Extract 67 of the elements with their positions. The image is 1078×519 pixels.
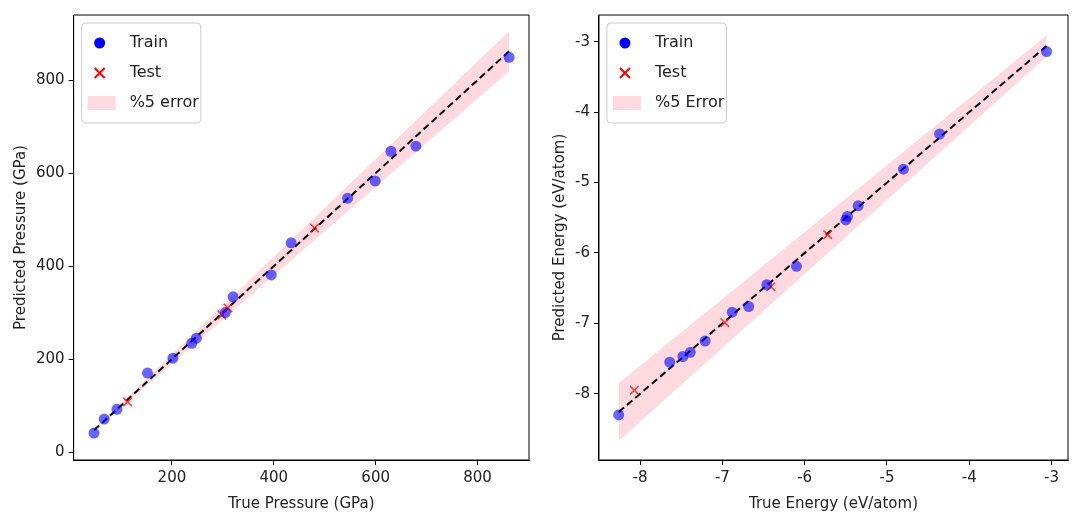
legend-label: Test bbox=[128, 62, 162, 82]
point bbox=[385, 145, 397, 157]
point bbox=[761, 279, 773, 291]
point bbox=[684, 346, 696, 358]
y-tick-label: -7 bbox=[574, 313, 590, 332]
x-tick-label: -6 bbox=[797, 467, 813, 486]
y-tick-label: -8 bbox=[574, 383, 590, 402]
y-tick-label: 400 bbox=[35, 255, 65, 274]
y-axis-title: Predicted Pressure (GPa) bbox=[10, 145, 29, 330]
x-tick-label: 200 bbox=[157, 467, 187, 486]
legend-label: %5 error bbox=[129, 92, 200, 112]
x-tick-label: -7 bbox=[714, 467, 730, 486]
y-tick-label: 600 bbox=[35, 162, 65, 181]
y-tick-label: -5 bbox=[574, 172, 590, 191]
point bbox=[222, 302, 234, 313]
point bbox=[167, 352, 179, 364]
point bbox=[897, 163, 909, 175]
point bbox=[265, 269, 277, 281]
point bbox=[122, 396, 133, 407]
x-tick-label: -3 bbox=[1044, 467, 1060, 486]
point bbox=[141, 367, 153, 379]
y-tick-label: -3 bbox=[574, 31, 590, 50]
point bbox=[719, 317, 730, 328]
point bbox=[410, 140, 422, 152]
legend-label: Train bbox=[653, 32, 694, 52]
point bbox=[822, 229, 833, 240]
x-tick-label: -4 bbox=[961, 467, 977, 486]
point bbox=[852, 200, 864, 212]
point bbox=[841, 210, 853, 222]
point bbox=[369, 175, 381, 187]
point bbox=[743, 301, 755, 312]
y-tick-label: 0 bbox=[55, 441, 65, 460]
point bbox=[613, 409, 625, 421]
x-tick-label: -8 bbox=[632, 467, 648, 486]
y-tick-label: -6 bbox=[574, 242, 590, 261]
point bbox=[98, 413, 110, 425]
x-axis-title: True Energy (eV/atom) bbox=[747, 493, 918, 512]
y-tick-label: 800 bbox=[35, 69, 65, 88]
point bbox=[285, 237, 297, 249]
x-tick-label: 800 bbox=[463, 467, 492, 486]
legend-label: %5 Error bbox=[654, 92, 725, 112]
point bbox=[227, 291, 239, 303]
point bbox=[1041, 46, 1053, 58]
point bbox=[219, 307, 231, 319]
x-tick-label: 600 bbox=[361, 467, 390, 486]
legend-label: Test bbox=[653, 62, 687, 82]
point bbox=[664, 356, 676, 368]
y-tick-label: 200 bbox=[35, 348, 65, 367]
point bbox=[503, 51, 515, 63]
point bbox=[629, 385, 640, 396]
legend-label: Train bbox=[128, 32, 169, 52]
point bbox=[726, 306, 738, 318]
point bbox=[934, 128, 946, 140]
point bbox=[765, 281, 776, 292]
point bbox=[111, 403, 123, 415]
point bbox=[88, 427, 100, 439]
y-tick-label: -4 bbox=[574, 102, 590, 121]
point bbox=[342, 192, 354, 204]
x-tick-label: -5 bbox=[879, 467, 895, 486]
point bbox=[216, 309, 227, 320]
y-axis-title: Predicted Energy (eV/atom) bbox=[549, 133, 568, 342]
point bbox=[790, 260, 802, 272]
x-axis-title: True Pressure (GPa) bbox=[227, 493, 375, 512]
point bbox=[699, 335, 711, 347]
point bbox=[309, 222, 320, 234]
point bbox=[190, 332, 202, 344]
x-tick-label: 400 bbox=[259, 467, 289, 486]
